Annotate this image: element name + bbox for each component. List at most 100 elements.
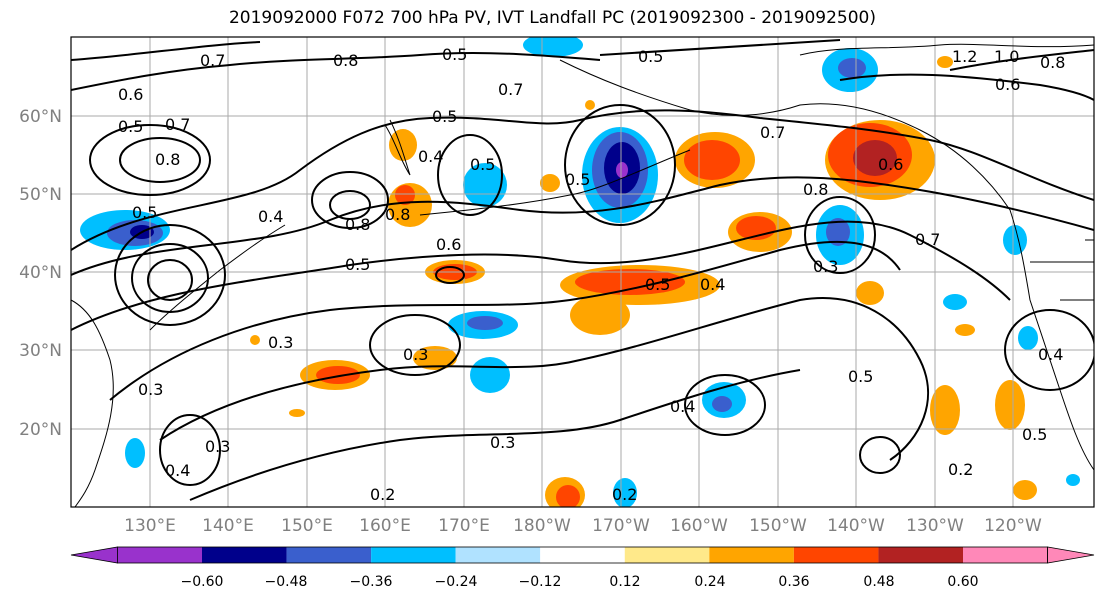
contour-label: 0.3 (138, 380, 163, 399)
colorbar-tick-label: 0.24 (694, 574, 725, 590)
negative-shading (80, 37, 1080, 507)
contour-label: 0.3 (268, 333, 293, 352)
lon-label: 170°W (592, 516, 650, 536)
contour-label: 0.6 (118, 85, 143, 104)
colorbar-tick-label: 0.36 (778, 574, 809, 590)
contour-label: 0.2 (612, 485, 637, 504)
contour-label: 0.4 (258, 207, 283, 226)
colorbar-tick-label: 0.60 (947, 574, 978, 590)
contour-label: 0.6 (436, 235, 461, 254)
colorbar-max-arrow (1047, 546, 1095, 564)
contour-label: 0.2 (948, 460, 973, 479)
lon-label: 130°W (906, 516, 964, 536)
colorbar-segment (117, 547, 202, 563)
colorbar-segment (286, 547, 372, 563)
contour-label: 0.3 (205, 437, 230, 456)
colorbar: −0.60 −0.48 −0.36 −0.24 −0.12 0.12 0.24 … (70, 546, 1095, 590)
lon-label: 160°E (359, 516, 411, 536)
colorbar-segments (70, 546, 1095, 564)
colorbar-segment (963, 547, 1048, 563)
colorbar-segment (709, 547, 794, 563)
colorbar-tick-label: −0.48 (265, 574, 308, 590)
contour-label: 0.5 (345, 255, 370, 274)
longitude-labels: 130°E 140°E 150°E 160°E 170°E 180°W 170°… (124, 516, 1042, 536)
contour-label: 0.3 (403, 345, 428, 364)
colorbar-tick-label: −0.12 (519, 574, 562, 590)
aleutian-chain (419, 149, 691, 216)
contour-label: 0.4 (670, 397, 695, 416)
contour-label: 0.5 (565, 170, 590, 189)
contour-label: 1.0 (994, 47, 1019, 66)
colorbar-segment (455, 547, 541, 563)
contour-label: 0.2 (370, 485, 395, 504)
contour-label: 0.5 (432, 107, 457, 126)
contour-label: 0.8 (803, 180, 828, 199)
map-frame (70, 36, 1095, 508)
lon-label: 150°E (281, 516, 333, 536)
contour-label: 0.5 (1022, 425, 1047, 444)
contour-label: 0.5 (470, 155, 495, 174)
contour-label: 0.4 (165, 461, 190, 480)
colorbar-segment (624, 547, 710, 563)
lat-label: 60°N (19, 107, 62, 127)
lon-label: 160°W (670, 516, 728, 536)
colorbar-tick-label: 0.12 (609, 574, 640, 590)
contour-label: 0.4 (700, 275, 725, 294)
contour-label: 0.4 (1038, 345, 1063, 364)
lon-label: 120°W (984, 516, 1042, 536)
asia-coast (71, 299, 114, 507)
contour-label: 0.8 (333, 51, 358, 70)
shading-layer (80, 37, 1080, 507)
contour-label: 0.7 (165, 115, 190, 134)
contour-label: 0.8 (385, 205, 410, 224)
colorbar-tick-label: 0.48 (863, 574, 894, 590)
contour-label: 0.7 (760, 123, 785, 142)
lon-label: 140°E (202, 516, 254, 536)
kamchatka-coast (384, 119, 411, 176)
colorbar-min-arrow (70, 546, 118, 564)
contour-label-layer: 0.7 0.8 0.5 0.5 1.2 1.0 0.8 0.6 0.6 0.7 … (118, 45, 1065, 504)
colorbar-tick-label: −0.36 (350, 574, 393, 590)
contour-label: 0.7 (498, 80, 523, 99)
lon-label: 180°W (513, 516, 571, 536)
alaska-coast (559, 59, 1011, 211)
contour-label: 0.5 (638, 47, 663, 66)
contour-label: 0.5 (442, 45, 467, 64)
contour-label: 0.3 (490, 433, 515, 452)
lon-label: 140°W (827, 516, 885, 536)
colorbar-frame (117, 546, 1048, 564)
contour-label: 0.5 (132, 203, 157, 222)
lon-label: 170°E (438, 516, 490, 536)
lon-label: 150°W (749, 516, 807, 536)
lat-label: 30°N (19, 341, 62, 361)
contour-label: 0.6 (995, 75, 1020, 94)
japan-coast (149, 224, 286, 331)
colorbar-tick-label: −0.60 (181, 574, 224, 590)
colorbar-tick-label: −0.24 (435, 574, 478, 590)
colorbar-tick-labels: −0.60 −0.48 −0.36 −0.24 −0.12 0.12 0.24 … (181, 574, 979, 590)
north-america-coast (1009, 209, 1094, 471)
contour-label: 0.5 (848, 367, 873, 386)
contour-label: 0.5 (118, 117, 143, 136)
us-borders (1030, 239, 1094, 301)
contour-label: 0.7 (915, 230, 940, 249)
arctic-coast (799, 43, 1094, 56)
map-title: 2019092000 F072 700 hPa PV, IVT Landfall… (228, 8, 876, 28)
contour-label: 0.8 (155, 150, 180, 169)
colorbar-segment (540, 547, 625, 563)
colorbar-segment (878, 547, 963, 563)
latitude-labels: 20°N 30°N 40°N 50°N 60°N (19, 107, 62, 440)
lat-label: 20°N (19, 420, 62, 440)
coastlines (71, 43, 1094, 507)
contour-lines (71, 39, 1094, 501)
lat-label: 50°N (19, 185, 62, 205)
contour-label: 0.4 (418, 147, 443, 166)
contour-label: 0.8 (345, 215, 370, 234)
colorbar-segment (202, 547, 287, 563)
lat-label: 40°N (19, 263, 62, 283)
lon-label: 130°E (124, 516, 176, 536)
contour-label: 0.3 (813, 257, 838, 276)
contour-label: 0.8 (1040, 53, 1065, 72)
contour-label: 0.6 (878, 155, 903, 174)
